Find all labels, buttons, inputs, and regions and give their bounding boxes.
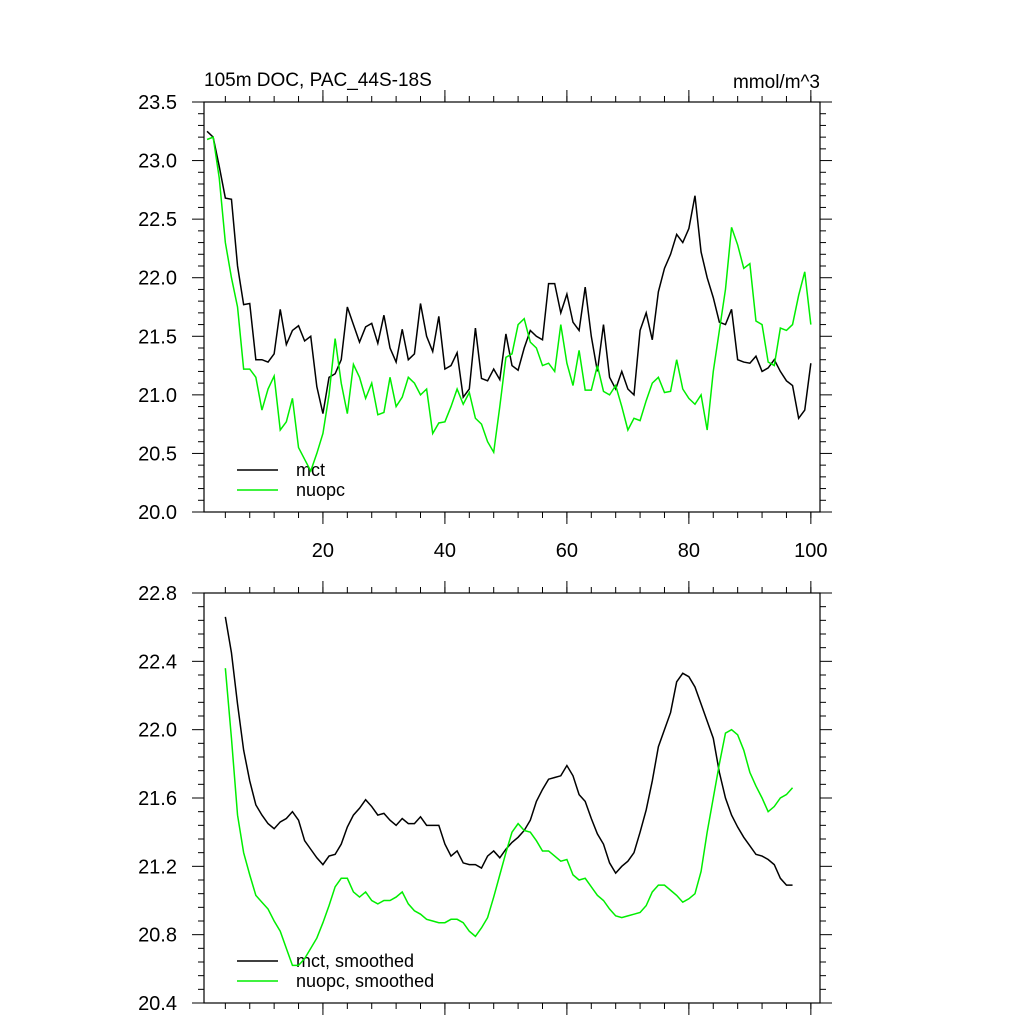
units-label: mmol/m^3 <box>733 72 820 93</box>
chart-title: 105m DOC, PAC_44S-18S <box>204 70 432 91</box>
y-tick-label: 21.0 <box>138 385 177 407</box>
series-line <box>224 668 794 967</box>
y-tick-label: 22.4 <box>138 651 177 673</box>
y-tick-label: 23.5 <box>138 92 177 114</box>
x-tick-label: 40 <box>434 540 456 562</box>
y-tick-label: 21.5 <box>138 326 177 348</box>
y-tick-label: 23.0 <box>138 151 177 173</box>
y-tick-label: 22.0 <box>138 268 177 290</box>
x-tick-label: 80 <box>678 540 700 562</box>
legend-label: mct, smoothed <box>296 951 414 971</box>
y-tick-label: 22.0 <box>138 720 177 742</box>
legend-label: nuopc, smoothed <box>296 971 434 991</box>
y-tick-label: 21.2 <box>138 856 177 878</box>
x-tick-label: 20 <box>312 540 334 562</box>
plot-frame <box>203 592 821 1004</box>
y-tick-label: 22.8 <box>138 583 177 605</box>
series-line <box>206 136 812 473</box>
y-tick-label: 20.5 <box>138 443 177 465</box>
x-tick-label: 60 <box>556 540 578 562</box>
y-tick-label: 20.0 <box>138 502 177 524</box>
series-line <box>224 616 793 886</box>
y-tick-label: 20.4 <box>138 993 177 1015</box>
y-tick-label: 21.6 <box>138 788 177 810</box>
x-tick-label: 100 <box>794 540 827 562</box>
y-tick-label: 20.8 <box>138 925 177 947</box>
series-line <box>206 130 812 421</box>
legend-label: nuopc <box>296 480 345 500</box>
y-tick-label: 22.5 <box>138 209 177 231</box>
plot-frame <box>203 101 821 513</box>
